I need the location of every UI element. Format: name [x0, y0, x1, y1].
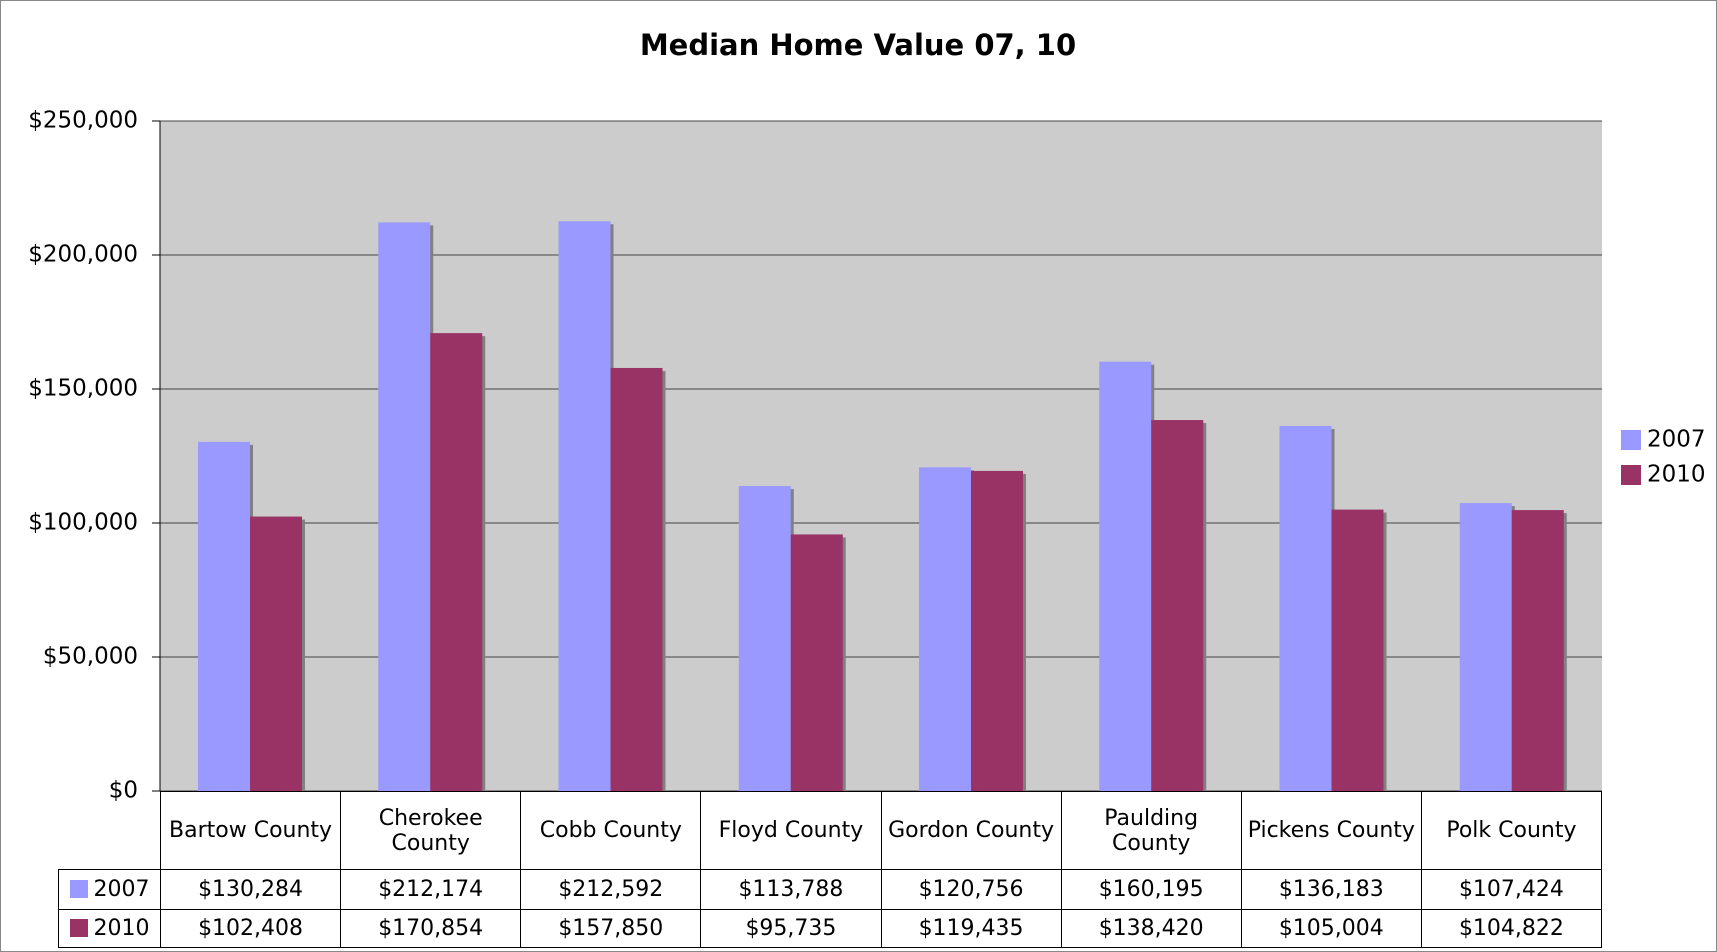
value-label: $138,420: [1061, 910, 1241, 948]
value-label: $95,735: [701, 910, 881, 948]
y-tick-label: $150,000: [28, 376, 138, 402]
legend-label: 2010: [94, 916, 150, 941]
category-label: Cherokee County: [341, 792, 521, 870]
bar: [739, 486, 791, 791]
value-label: $102,408: [161, 910, 341, 948]
bar: [430, 333, 482, 791]
value-label: $160,195: [1061, 870, 1241, 910]
legend-cell: 2010: [59, 910, 161, 948]
value-label: $105,004: [1241, 910, 1421, 948]
bar: [1151, 420, 1203, 791]
y-tick-label: $200,000: [28, 242, 138, 268]
category-label: Gordon County: [881, 792, 1061, 870]
value-label: $104,822: [1421, 910, 1601, 948]
bar: [1512, 510, 1564, 791]
category-label: Floyd County: [701, 792, 881, 870]
bar: [378, 222, 430, 791]
category-label: Cobb County: [521, 792, 701, 870]
bar: [1332, 510, 1384, 791]
bar: [1460, 503, 1512, 791]
bar: [250, 517, 302, 791]
value-label: $170,854: [341, 910, 521, 948]
value-label: $212,174: [341, 870, 521, 910]
bar: [559, 221, 611, 791]
y-tick-label: $250,000: [28, 108, 138, 134]
category-label: Polk County: [1421, 792, 1601, 870]
legend-label: 2007: [94, 877, 150, 902]
legend-swatch: [70, 919, 88, 937]
legend-label: 2007: [1647, 427, 1706, 453]
value-label: $212,592: [521, 870, 701, 910]
category-label: Paulding County: [1061, 792, 1241, 870]
y-tick-label: $50,000: [43, 644, 138, 670]
category-label: Pickens County: [1241, 792, 1421, 870]
bar: [1280, 426, 1332, 791]
value-label: $136,183: [1241, 870, 1421, 910]
bar: [611, 368, 663, 791]
chart-page: Median Home Value 07, 10 $0$50,000$100,0…: [0, 0, 1717, 952]
bar: [198, 442, 250, 791]
chart-title: Median Home Value 07, 10: [640, 28, 1076, 62]
blank-cell: [59, 792, 161, 870]
category-label: Bartow County: [161, 792, 341, 870]
value-label: $107,424: [1421, 870, 1601, 910]
value-label: $120,756: [881, 870, 1061, 910]
legend-swatch: [1621, 465, 1641, 485]
value-label: $130,284: [161, 870, 341, 910]
bar: [791, 534, 843, 791]
y-tick-label: $100,000: [28, 510, 138, 536]
value-label: $157,850: [521, 910, 701, 948]
bar: [971, 471, 1023, 791]
bar: [919, 467, 971, 791]
legend-swatch: [70, 880, 88, 898]
bar: [1099, 362, 1151, 791]
legend-label: 2010: [1647, 462, 1706, 488]
value-label: $113,788: [701, 870, 881, 910]
legend-cell: 2007: [59, 870, 161, 910]
legend-swatch: [1621, 430, 1641, 450]
value-label: $119,435: [881, 910, 1061, 948]
